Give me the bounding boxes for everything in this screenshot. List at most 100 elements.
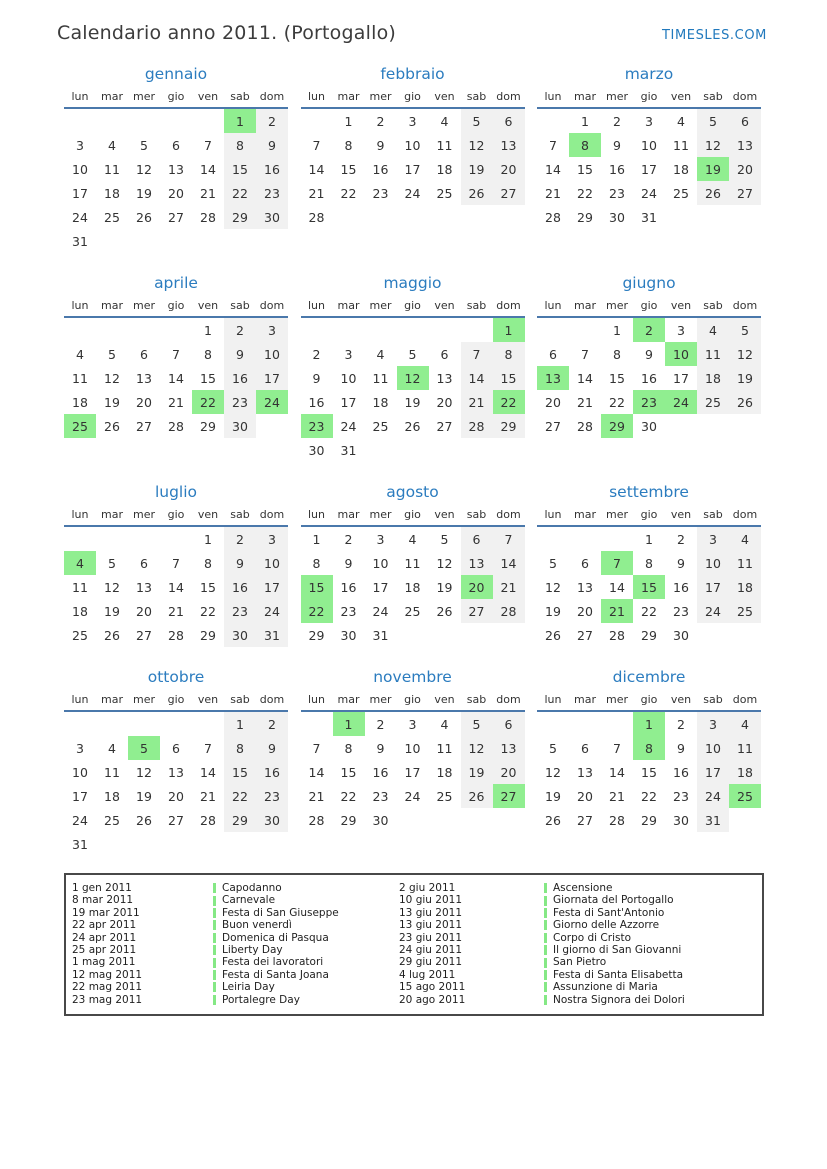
day-cell: 17 — [256, 366, 288, 390]
month-aprile: aprile lun mar mer gio ven sab dom 1 2 3 4 5 6 7 8 9 10 11… — [64, 274, 288, 438]
holiday-marker-icon — [544, 908, 547, 919]
empty-cell — [192, 832, 224, 856]
day-cell: 1 — [581, 113, 589, 129]
weekday-label-mar: mar — [574, 90, 596, 103]
weekday-label-mer: mer — [132, 299, 155, 312]
weekday-label-sab: sab — [230, 299, 250, 312]
day-cell: 26 — [104, 627, 120, 643]
day-cell: 18 — [673, 161, 689, 177]
empty-cell — [569, 318, 601, 342]
day-cell: 13 — [168, 764, 184, 780]
dates-grid: 1 2 3 4 5 6 7 8 9 10 11 12 13 14 15 16 17 18 19 20 21 22 23 24 2… — [537, 318, 761, 438]
weekday-label-mer: mer — [605, 508, 628, 521]
weekday-label-ven: ven — [670, 508, 692, 521]
empty-cell — [729, 414, 761, 438]
day-cell: 3 — [344, 346, 353, 362]
legend-holiday-name: Festa di Sant'Antonio — [553, 906, 665, 919]
empty-cell — [192, 712, 224, 736]
day-cell: 4 — [729, 712, 761, 736]
empty-cell — [333, 205, 365, 229]
day-cell: 3 — [76, 740, 84, 756]
day-cell: 15 — [224, 157, 256, 181]
weekday-label-dom: dom — [259, 508, 285, 521]
empty-cell — [537, 109, 569, 133]
weekday-label-mar: mar — [337, 693, 360, 706]
day-cell: 12 — [136, 161, 152, 177]
legend-holiday: Ascensione — [544, 882, 756, 894]
day-cell: 29 — [577, 209, 593, 225]
legend-holiday-name: Giornata del Portogallo — [553, 894, 674, 907]
day-cell: 10 — [697, 551, 729, 575]
legend-date: 1 mag 2011 — [72, 956, 136, 969]
day-cell: 25 — [104, 209, 120, 225]
day-cell: 10 — [404, 740, 421, 756]
day-cell: 14 — [168, 370, 184, 386]
day-cell: 20 — [545, 394, 561, 410]
weekday-label-sab: sab — [466, 693, 487, 706]
day-cell: 2 — [224, 318, 256, 342]
day-cell: 10 — [256, 342, 288, 366]
day-cell: 8 — [312, 555, 321, 571]
day-cell: 7 — [204, 137, 212, 153]
legend-date: 2 giu 2011 — [399, 882, 456, 894]
day-cell: 6 — [440, 346, 449, 362]
day-cell: 7 — [460, 342, 493, 366]
day-cell: 20 — [136, 603, 152, 619]
day-cell: 13 — [577, 764, 593, 780]
day-cell: 25 — [673, 185, 689, 201]
page-title: Calendario anno 2011. (Portogallo) — [57, 22, 397, 44]
day-cell: 4 — [729, 527, 761, 551]
legend-holiday: Capodanno — [213, 882, 399, 894]
day-cell: 28 — [545, 209, 561, 225]
weekday-label-sab: sab — [703, 508, 723, 521]
day-cell: 8 — [569, 133, 601, 157]
weekday-label-gio: gio — [404, 90, 421, 103]
day-cell: 28 — [609, 627, 625, 643]
day-cell: 3 — [677, 322, 685, 338]
day-cell: 18 — [729, 575, 761, 599]
day-cell: 9 — [376, 137, 385, 153]
day-cell: 26 — [460, 784, 493, 808]
day-cell: 8 — [204, 346, 212, 362]
day-cell: 27 — [492, 181, 525, 205]
weekday-label-lun: lun — [308, 693, 325, 706]
day-cell: 12 — [396, 366, 429, 390]
legend-holiday-name: Capodanno — [222, 882, 282, 894]
day-cell: 14 — [609, 764, 625, 780]
day-cell: 1 — [204, 322, 212, 338]
day-cell: 15 — [340, 764, 357, 780]
day-cell: 4 — [76, 346, 84, 362]
weekday-label-gio: gio — [404, 693, 421, 706]
day-cell: 16 — [256, 157, 288, 181]
day-cell: 20 — [168, 788, 184, 804]
day-cell: 14 — [460, 366, 493, 390]
empty-cell — [128, 109, 160, 133]
day-cell: 13 — [136, 579, 152, 595]
day-cell: 20 — [460, 575, 493, 599]
day-cell: 23 — [300, 414, 333, 438]
month-title: giugno — [622, 274, 676, 292]
day-cell: 12 — [104, 370, 120, 386]
day-cell: 7 — [172, 555, 180, 571]
day-cell: 20 — [492, 760, 525, 784]
day-cell: 14 — [308, 161, 325, 177]
weekday-header-row: lun mar mer gio ven sab dom — [64, 299, 288, 318]
day-cell: 3 — [408, 113, 417, 129]
empty-cell — [96, 712, 128, 736]
empty-cell — [256, 832, 288, 856]
site-link[interactable]: TIMESLES.COM — [661, 28, 767, 43]
day-cell: 2 — [677, 716, 685, 732]
weekday-label-mar: mar — [337, 508, 360, 521]
weekday-label-dom: dom — [259, 299, 285, 312]
empty-cell — [301, 109, 333, 133]
day-cell: 25 — [436, 185, 453, 201]
day-cell: 31 — [340, 442, 357, 458]
day-cell: 10 — [72, 764, 88, 780]
day-cell: 17 — [641, 161, 657, 177]
weekday-label-gio: gio — [640, 90, 658, 103]
day-cell: 5 — [408, 346, 417, 362]
day-cell: 19 — [104, 394, 120, 410]
day-cell: 3 — [376, 531, 385, 547]
legend-holiday: Il giorno di San Giovanni — [544, 944, 756, 956]
day-cell: 11 — [72, 370, 88, 386]
